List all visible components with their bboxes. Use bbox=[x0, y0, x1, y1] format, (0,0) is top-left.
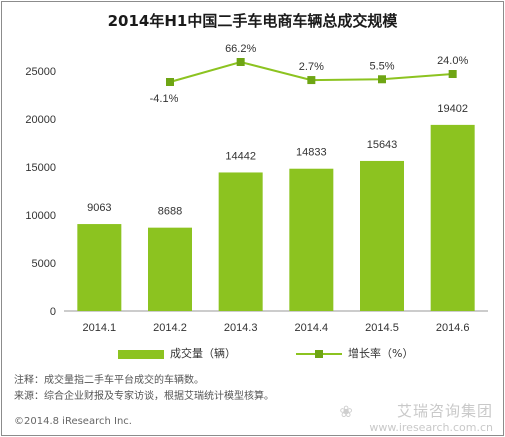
y-tick-label: 20000 bbox=[25, 114, 56, 126]
bar bbox=[77, 224, 122, 311]
y-tick-label: 10000 bbox=[25, 210, 56, 222]
bar-value-label: 9063 bbox=[87, 202, 111, 214]
watermark-main: 艾瑞咨询集团 bbox=[396, 402, 493, 420]
growth-label: 5.5% bbox=[369, 60, 394, 72]
bar-value-label: 8688 bbox=[158, 206, 182, 218]
bar bbox=[218, 172, 263, 311]
legend-line: 增长率（%） bbox=[296, 345, 413, 361]
y-tick-label: 15000 bbox=[25, 162, 56, 174]
y-tick-label: 25000 bbox=[25, 66, 56, 78]
growth-marker bbox=[378, 75, 386, 84]
growth-marker bbox=[307, 76, 316, 85]
bar bbox=[148, 227, 192, 311]
growth-marker bbox=[236, 58, 245, 66]
watermark-sub: www.iresearch.com.cn bbox=[369, 421, 493, 434]
bar bbox=[289, 168, 334, 311]
category-label: 2014.5 bbox=[365, 322, 399, 334]
category-label: 2014.4 bbox=[295, 322, 329, 334]
growth-marker bbox=[448, 70, 457, 79]
bar-value-label: 15643 bbox=[367, 139, 398, 151]
legend-bar-label: 成交量（辆） bbox=[170, 347, 236, 360]
watermark: ❀ 艾瑞咨询集团 www.iresearch.com.cn bbox=[339, 400, 493, 434]
legend-line-swatch bbox=[296, 350, 342, 358]
bar-value-label: 19402 bbox=[437, 103, 468, 115]
legend-bar-swatch bbox=[118, 349, 164, 359]
growth-label: 24.0% bbox=[437, 55, 468, 67]
growth-marker bbox=[166, 78, 174, 86]
chart-title: 2014年H1中国二手车电商车辆总成交规模 bbox=[107, 12, 398, 30]
growth-label: 2.7% bbox=[299, 61, 324, 73]
note-line-1: 注释：成交量指二手车平台成交的车辆数。 bbox=[14, 375, 204, 386]
growth-label: 66.2% bbox=[225, 43, 256, 55]
copyright: ©2014.8 iResearch Inc. bbox=[14, 416, 132, 427]
y-tick-label: 5000 bbox=[32, 258, 56, 270]
legend-line-label: 增长率（%） bbox=[348, 347, 414, 360]
bar bbox=[360, 160, 404, 311]
bar bbox=[430, 124, 475, 311]
category-label: 2014.3 bbox=[224, 322, 258, 334]
note-line-2: 来源：综合企业财报及专家访谈，根据艾瑞统计模型核算。 bbox=[14, 391, 274, 402]
wechat-icon: ❀ bbox=[339, 402, 353, 421]
growth-label: -4.1% bbox=[150, 93, 179, 105]
category-label: 2014.6 bbox=[436, 322, 470, 334]
bar-value-label: 14833 bbox=[296, 147, 327, 159]
category-label: 2014.1 bbox=[83, 322, 117, 334]
y-tick-label: 0 bbox=[50, 306, 56, 318]
category-label: 2014.2 bbox=[153, 322, 187, 334]
legend-bar: 成交量（辆） bbox=[118, 345, 236, 361]
bar-value-label: 14442 bbox=[225, 150, 256, 162]
